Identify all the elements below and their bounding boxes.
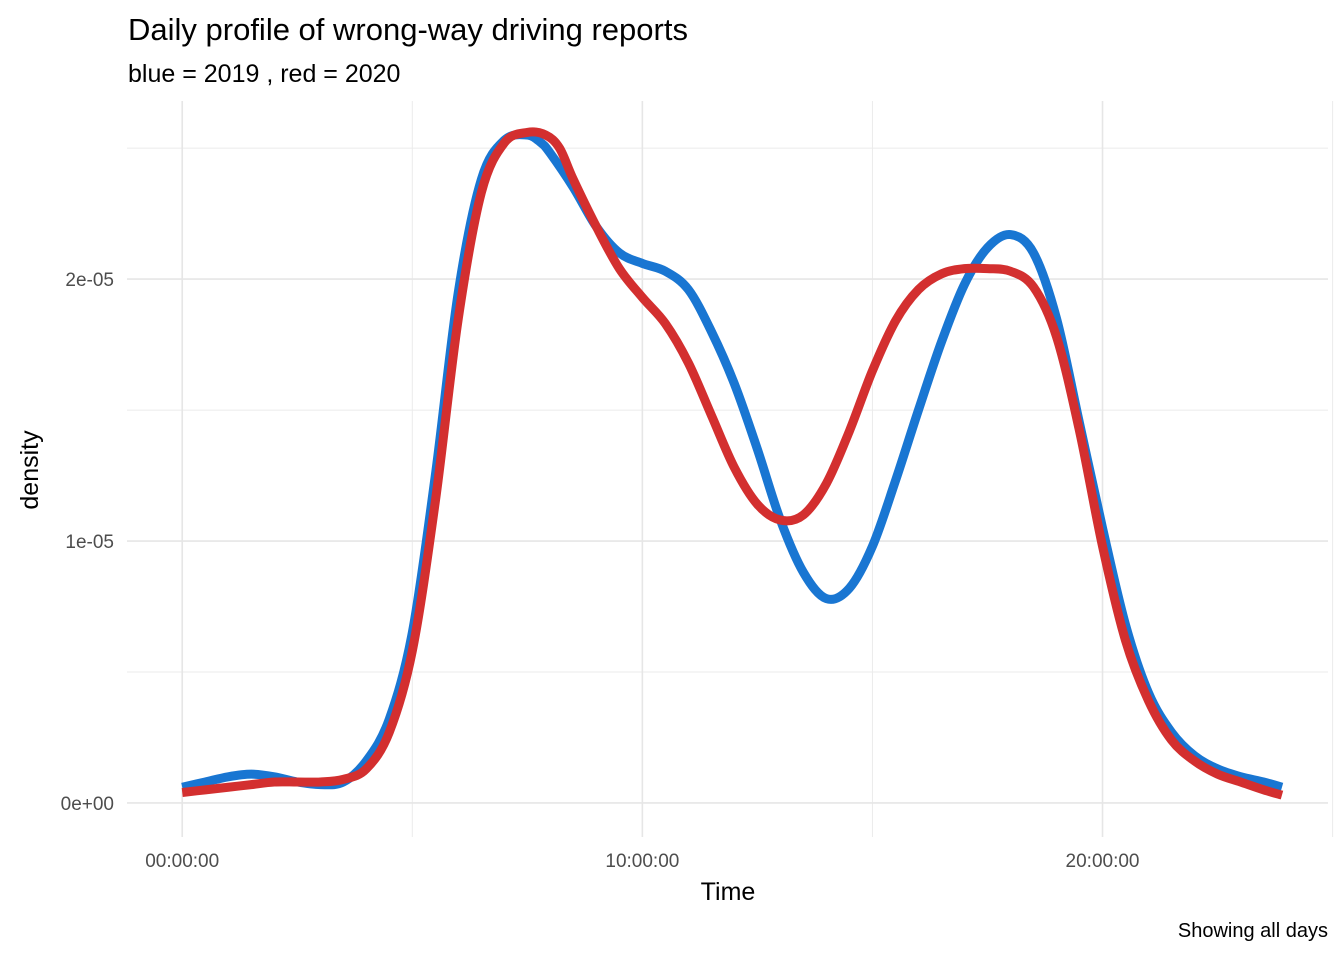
x-axis-title: Time: [701, 878, 756, 906]
minor-gridlines: [127, 101, 1334, 837]
x-tick-label: 20:00:00: [1066, 851, 1140, 872]
y-tick-label: 0e+00: [61, 794, 114, 815]
y-axis-tick-labels: 0e+00 1e-05 2e-05: [61, 270, 114, 815]
chart-subtitle: blue = 2019 , red = 2020: [128, 60, 401, 88]
series-lines: [181, 127, 1284, 800]
series-line-red: [181, 127, 1284, 800]
major-gridlines: [127, 101, 1328, 837]
y-tick-label: 1e-05: [65, 532, 114, 553]
x-tick-label: 00:00:00: [145, 851, 219, 872]
x-tick-label: 10:00:00: [605, 851, 679, 872]
y-tick-label: 2e-05: [65, 270, 114, 291]
x-axis-tick-labels: 00:00:00 10:00:00 20:00:00: [145, 851, 1139, 872]
chart-caption: Showing all days: [1177, 920, 1328, 942]
chart-title: Daily profile of wrong-way driving repor…: [128, 12, 688, 47]
y-axis-title: density: [16, 430, 44, 510]
